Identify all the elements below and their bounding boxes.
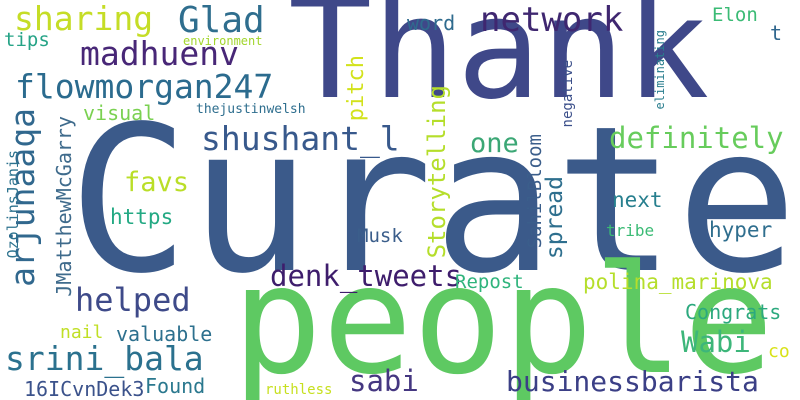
word-glad: Glad xyxy=(178,0,265,41)
word-co: co xyxy=(768,341,790,362)
word-storytelling: Storytelling xyxy=(423,85,451,259)
word-srini-bala: srini_bala xyxy=(5,339,204,378)
word-negative: negative xyxy=(560,60,576,128)
word-polina-marinova: polina_marinova xyxy=(583,270,773,294)
word-ruthless: ruthless xyxy=(265,382,333,398)
word-valuable: valuable xyxy=(116,322,213,346)
word-word: word xyxy=(407,11,456,35)
word-environment: environment xyxy=(183,34,263,48)
word-flowmorgan247: flowmorgan247 xyxy=(15,67,274,106)
word-ozolinsjanis: OzolinsJanis xyxy=(4,150,22,259)
word-visual: visual xyxy=(83,101,156,125)
word-sharing: sharing xyxy=(14,0,154,38)
word-next: next xyxy=(612,188,663,212)
word-one: one xyxy=(470,128,519,159)
word-jmatthewmcgarry: JMatthewMcGarry xyxy=(52,116,76,297)
word-elon: Elon xyxy=(712,4,758,26)
word-eliminating: eliminating xyxy=(653,30,667,110)
word-nail: nail xyxy=(60,322,104,343)
word-helped: helped xyxy=(75,281,191,319)
word-definitely: definitely xyxy=(609,121,784,155)
word-people: people xyxy=(232,234,774,400)
word-businessbarista: businessbarista xyxy=(506,365,759,398)
word-https: https xyxy=(110,205,174,229)
word-thejustinwelsh: thejustinwelsh xyxy=(196,102,306,117)
word-pitch: pitch xyxy=(344,55,369,122)
word-repost: Repost xyxy=(455,271,524,293)
word-musk: Musk xyxy=(357,225,403,247)
word-congrats: Congrats xyxy=(685,300,782,324)
word-sabi: sabi xyxy=(349,364,419,398)
word-shushant: shushant_l xyxy=(201,119,400,158)
word-t: t xyxy=(770,21,783,45)
word-found: Found xyxy=(145,374,206,398)
word-denk-tweets: denk_tweets xyxy=(270,259,463,293)
word-thank: Thank xyxy=(288,0,710,131)
word-madhuenv: madhuenv xyxy=(80,34,239,73)
word-curate: Curate xyxy=(68,82,798,318)
word-16icvndek3: 16ICvnDek3 xyxy=(24,377,145,400)
word-favs: favs xyxy=(124,167,190,198)
word-network: network xyxy=(480,0,624,40)
word-tips: tips xyxy=(4,29,50,51)
word-hyper: hyper xyxy=(709,218,773,242)
word-tribe: tribe xyxy=(606,221,655,240)
word-wabi: Wabi xyxy=(681,325,751,359)
word-spread: spread xyxy=(542,176,568,260)
